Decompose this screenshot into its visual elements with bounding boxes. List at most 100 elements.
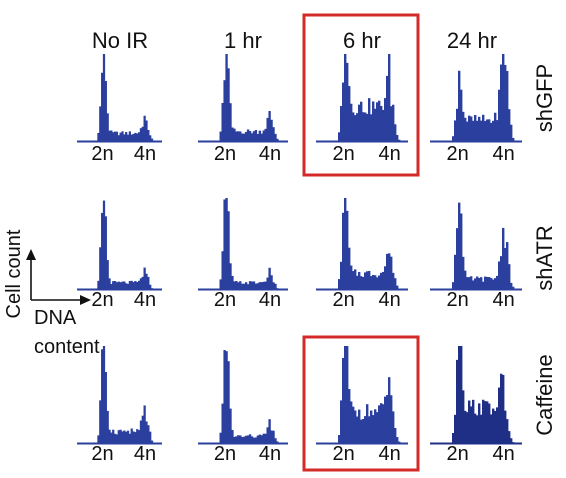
histogram-bar xyxy=(340,400,343,444)
histogram-bar xyxy=(113,281,117,290)
tick-label-4n: 4n xyxy=(378,443,400,465)
histogram-bar xyxy=(462,256,465,290)
histogram-bar xyxy=(472,280,475,290)
histogram-bar xyxy=(221,403,224,444)
histogram-bar xyxy=(106,260,109,290)
histogram-bar xyxy=(248,131,252,142)
histogram-bar xyxy=(139,128,143,142)
histogram-bar xyxy=(478,277,481,290)
histogram-bar xyxy=(382,404,385,444)
histogram-bar xyxy=(472,399,475,444)
histogram-bar xyxy=(128,131,131,142)
histogram-bar xyxy=(272,282,275,290)
histogram-bar xyxy=(356,416,359,444)
histogram-bar xyxy=(352,406,355,444)
histogram-bar xyxy=(141,415,144,444)
histogram-bar xyxy=(486,119,489,142)
histogram-bar xyxy=(378,100,381,142)
histogram-bar xyxy=(494,410,497,444)
histogram-bar xyxy=(132,282,135,290)
histogram-bar xyxy=(364,416,367,444)
histogram-bar xyxy=(125,132,128,142)
histogram-bar xyxy=(496,120,499,142)
histogram-bar xyxy=(464,410,467,444)
histogram-bar xyxy=(274,438,277,444)
histogram-bar xyxy=(386,253,389,290)
histogram-bar xyxy=(510,438,513,444)
histogram-bar xyxy=(244,131,248,142)
histogram-bar xyxy=(126,430,130,444)
histogram-bar xyxy=(99,400,102,444)
histogram-bar xyxy=(123,134,126,142)
histogram-baseline xyxy=(430,442,522,445)
histogram-bar xyxy=(462,390,465,444)
histogram-bar xyxy=(504,410,507,444)
histogram-bar xyxy=(384,98,387,142)
tick-label-2n: 2n xyxy=(446,143,468,165)
tick-label-4n: 4n xyxy=(259,143,281,165)
histogram-bar xyxy=(256,283,260,290)
histogram-bar xyxy=(266,117,269,142)
histogram-bar xyxy=(137,132,141,142)
histogram-baseline xyxy=(198,442,288,445)
histogram-bar xyxy=(396,437,399,444)
histogram-bar xyxy=(243,133,246,142)
histogram-bar xyxy=(264,433,267,444)
histogram-bar xyxy=(378,405,381,444)
histogram-bar xyxy=(480,414,483,444)
histogram-bar xyxy=(464,270,467,290)
histogram-bar xyxy=(484,401,487,444)
histogram-bar xyxy=(376,412,379,444)
histogram-bar xyxy=(270,119,273,142)
histogram-bar xyxy=(254,437,258,444)
histogram-bar xyxy=(492,408,495,444)
histogram-bar xyxy=(506,70,509,142)
histogram-bar xyxy=(348,247,351,290)
histogram-bar xyxy=(110,432,113,444)
histogram-bar xyxy=(344,54,347,142)
histogram-bar xyxy=(149,284,152,290)
histogram-bar xyxy=(358,104,361,142)
histogram-bar xyxy=(498,387,501,444)
histogram-bar xyxy=(237,282,240,290)
histogram-bar xyxy=(139,420,143,444)
histogram-bar xyxy=(466,121,469,142)
histogram-bar xyxy=(266,427,269,444)
highlight-box-shgfp-6hr xyxy=(302,13,420,177)
histogram-bar xyxy=(141,276,144,290)
histogram-bar xyxy=(388,377,391,444)
column-label-1hr: 1 hr xyxy=(224,28,262,53)
histogram-bar xyxy=(112,429,115,444)
tick-label-2n: 2n xyxy=(214,143,236,165)
histogram-bar xyxy=(460,213,463,290)
histogram-bar xyxy=(476,276,479,290)
histogram-bar xyxy=(486,276,489,290)
histogram-bar xyxy=(112,132,115,142)
histogram-bar xyxy=(225,198,228,290)
histogram-bar xyxy=(223,199,226,290)
histogram-bar xyxy=(235,436,238,444)
row-label-caffeine: Caffeine xyxy=(532,354,557,436)
histogram-bar xyxy=(370,114,373,142)
histogram-bar xyxy=(470,116,473,142)
histogram-bar xyxy=(235,280,238,290)
histogram-bar xyxy=(474,278,477,290)
histogram-bar xyxy=(243,283,246,290)
histogram-bar xyxy=(452,282,455,290)
histogram-bar xyxy=(500,256,503,290)
histogram-bar xyxy=(354,410,357,444)
histogram-baseline xyxy=(316,288,408,291)
histogram-bar xyxy=(134,281,137,290)
histogram-bar xyxy=(115,131,119,142)
tick-label-4n: 4n xyxy=(378,143,400,165)
histogram-bar xyxy=(488,119,491,142)
histogram-bar xyxy=(344,198,347,290)
histogram-bar xyxy=(458,202,461,290)
histogram-bar xyxy=(374,108,377,142)
histogram-bar xyxy=(145,273,148,290)
histogram-bar xyxy=(396,135,399,142)
histogram-bar xyxy=(268,267,271,290)
histogram-bar xyxy=(258,282,262,290)
histogram-bar xyxy=(470,276,473,290)
histogram-bar xyxy=(362,112,365,142)
